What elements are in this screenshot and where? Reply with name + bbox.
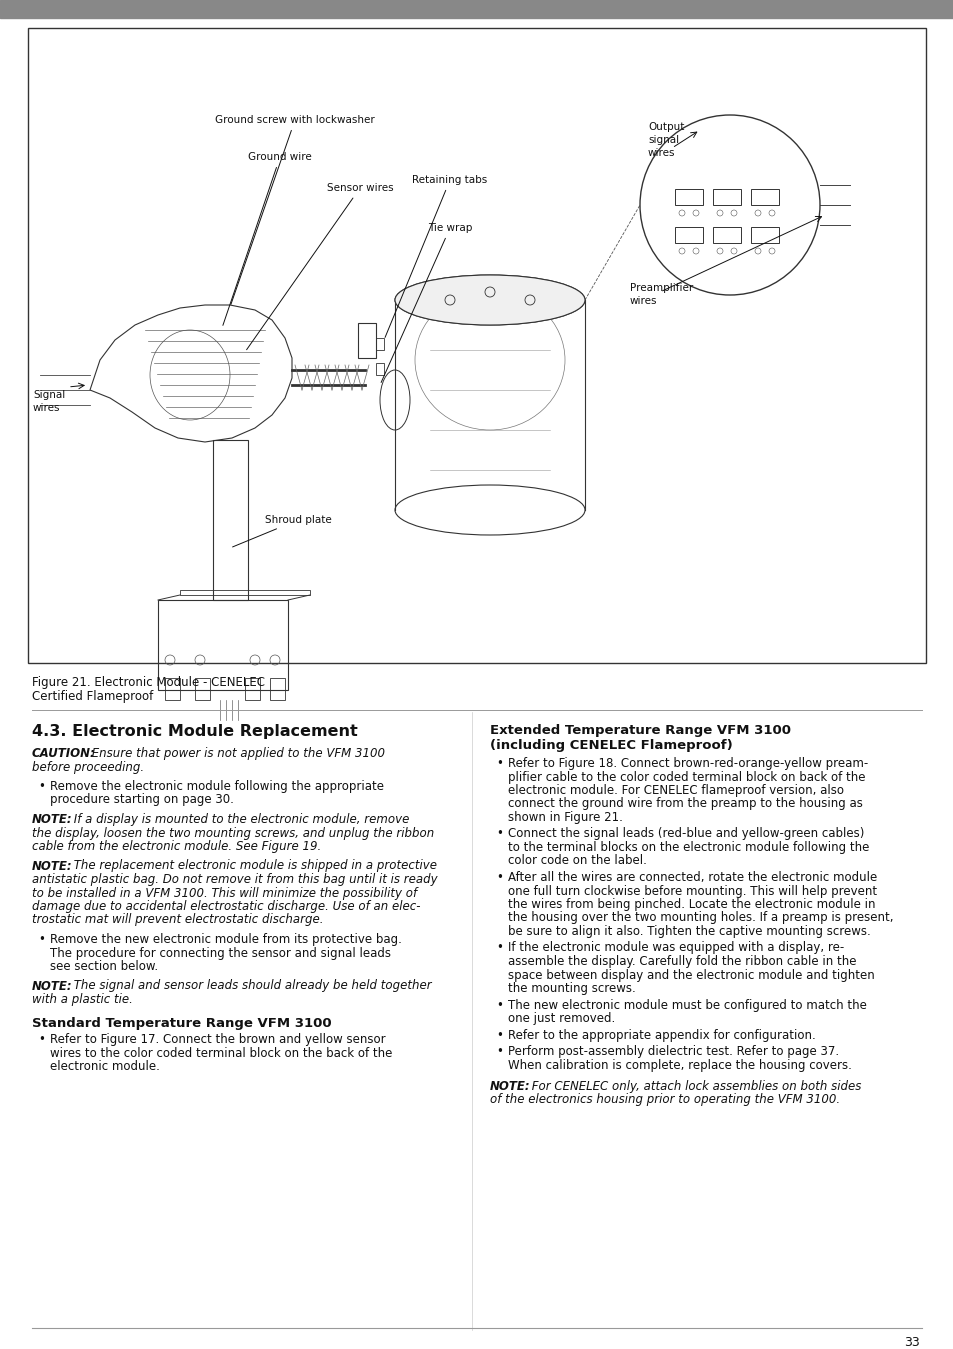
Circle shape (639, 115, 820, 295)
Text: Preamplifier
wires: Preamplifier wires (629, 283, 693, 306)
Text: one full turn clockwise before mounting. This will help prevent: one full turn clockwise before mounting.… (507, 885, 876, 897)
Text: the mounting screws.: the mounting screws. (507, 982, 635, 996)
Text: Refer to Figure 18. Connect brown-red-orange-yellow pream-: Refer to Figure 18. Connect brown-red-or… (507, 757, 867, 770)
Text: The procedure for connecting the sensor and signal leads: The procedure for connecting the sensor … (50, 947, 391, 959)
Bar (158, 600, 288, 689)
Text: plifier cable to the color coded terminal block on back of the: plifier cable to the color coded termina… (507, 770, 864, 784)
Bar (194, 679, 210, 700)
Bar (270, 679, 285, 700)
Text: When calibration is complete, replace the housing covers.: When calibration is complete, replace th… (507, 1059, 851, 1071)
Text: shown in Figure 21.: shown in Figure 21. (507, 811, 622, 824)
Bar (0, 0, 953, 18)
Text: Certified Flameproof: Certified Flameproof (32, 689, 153, 703)
Text: If a display is mounted to the electronic module, remove: If a display is mounted to the electroni… (70, 813, 409, 826)
Text: 4.3. Electronic Module Replacement: 4.3. Electronic Module Replacement (32, 724, 357, 739)
Text: Retaining tabs: Retaining tabs (385, 175, 487, 337)
Text: to the terminal blocks on the electronic module following the: to the terminal blocks on the electronic… (507, 840, 868, 854)
Text: For CENELEC only, attach lock assemblies on both sides: For CENELEC only, attach lock assemblies… (527, 1081, 861, 1093)
Text: •: • (496, 1045, 502, 1058)
Text: NOTE:: NOTE: (32, 813, 72, 826)
Text: •: • (38, 1033, 45, 1047)
Bar (357, 322, 375, 357)
Text: Remove the new electronic module from its protective bag.: Remove the new electronic module from it… (50, 934, 401, 946)
Text: •: • (496, 1028, 502, 1041)
Text: Standard Temperature Range VFM 3100: Standard Temperature Range VFM 3100 (32, 1017, 332, 1029)
Text: connect the ground wire from the preamp to the housing as: connect the ground wire from the preamp … (507, 797, 862, 811)
Bar (245, 679, 260, 700)
Bar (375, 339, 384, 349)
Text: Ground screw with lockwasher: Ground screw with lockwasher (214, 115, 375, 305)
Text: damage due to accidental electrostatic discharge. Use of an elec-: damage due to accidental electrostatic d… (32, 900, 420, 913)
Text: Remove the electronic module following the appropriate: Remove the electronic module following t… (50, 780, 384, 793)
Text: Figure 21. Electronic Module - CENELEC: Figure 21. Electronic Module - CENELEC (32, 676, 265, 689)
Text: •: • (496, 757, 502, 770)
Text: space between display and the electronic module and tighten: space between display and the electronic… (507, 969, 874, 982)
Bar (675, 227, 702, 243)
Text: one just removed.: one just removed. (507, 1012, 615, 1025)
Text: Shroud plate: Shroud plate (233, 515, 331, 546)
Text: •: • (496, 998, 502, 1012)
Text: electronic module. For CENELEC flameproof version, also: electronic module. For CENELEC flameproo… (507, 784, 843, 797)
Text: NOTE:: NOTE: (490, 1081, 530, 1093)
Text: of the electronics housing prior to operating the VFM 3100.: of the electronics housing prior to oper… (490, 1094, 840, 1106)
Text: be sure to align it also. Tighten the captive mounting screws.: be sure to align it also. Tighten the ca… (507, 925, 870, 938)
Text: The signal and sensor leads should already be held together: The signal and sensor leads should alrea… (70, 979, 431, 993)
Text: Connect the signal leads (red-blue and yellow-green cables): Connect the signal leads (red-blue and y… (507, 827, 863, 840)
Text: (including CENELEC Flameproof): (including CENELEC Flameproof) (490, 739, 732, 751)
Text: •: • (38, 934, 45, 946)
Text: the wires from being pinched. Locate the electronic module in: the wires from being pinched. Locate the… (507, 898, 875, 911)
Text: antistatic plastic bag. Do not remove it from this bag until it is ready: antistatic plastic bag. Do not remove it… (32, 873, 437, 886)
Text: with a plastic tie.: with a plastic tie. (32, 993, 132, 1006)
Text: •: • (496, 871, 502, 884)
Text: the housing over the two mounting holes. If a preamp is present,: the housing over the two mounting holes.… (507, 912, 893, 924)
Text: the display, loosen the two mounting screws, and unplug the ribbon: the display, loosen the two mounting scr… (32, 827, 434, 839)
Text: cable from the electronic module. See Figure 19.: cable from the electronic module. See Fi… (32, 840, 321, 853)
Text: NOTE:: NOTE: (32, 859, 72, 873)
Text: Refer to Figure 17. Connect the brown and yellow sensor: Refer to Figure 17. Connect the brown an… (50, 1033, 385, 1047)
Bar (213, 440, 248, 600)
Bar (712, 227, 740, 243)
Text: Signal
wires: Signal wires (33, 390, 65, 413)
Text: •: • (38, 780, 45, 793)
Text: The new electronic module must be configured to match the: The new electronic module must be config… (507, 998, 866, 1012)
Bar (712, 189, 740, 205)
Text: Refer to the appropriate appendix for configuration.: Refer to the appropriate appendix for co… (507, 1028, 815, 1041)
Text: 33: 33 (903, 1336, 919, 1349)
Text: CAUTION:: CAUTION: (32, 747, 95, 759)
Text: electronic module.: electronic module. (50, 1060, 160, 1074)
Text: NOTE:: NOTE: (32, 979, 72, 993)
Text: trostatic mat will prevent electrostatic discharge.: trostatic mat will prevent electrostatic… (32, 913, 323, 927)
Text: •: • (496, 827, 502, 840)
Text: Sensor wires: Sensor wires (246, 183, 393, 349)
Bar (180, 590, 310, 595)
Text: wires to the color coded terminal block on the back of the: wires to the color coded terminal block … (50, 1047, 392, 1060)
Text: Extended Temperature Range VFM 3100: Extended Temperature Range VFM 3100 (490, 724, 790, 737)
Text: •: • (496, 942, 502, 955)
Bar (28, 28, 925, 662)
Text: assemble the display. Carefully fold the ribbon cable in the: assemble the display. Carefully fold the… (507, 955, 856, 969)
Text: color code on the label.: color code on the label. (507, 854, 646, 867)
Text: If the electronic module was equipped with a display, re-: If the electronic module was equipped wi… (507, 942, 843, 955)
Bar (675, 189, 702, 205)
Ellipse shape (395, 275, 584, 325)
Bar (375, 363, 384, 375)
Bar (750, 189, 779, 205)
Text: to be installed in a VFM 3100. This will minimize the possibility of: to be installed in a VFM 3100. This will… (32, 886, 416, 900)
Bar (165, 679, 180, 700)
Text: Output
signal
wires: Output signal wires (647, 121, 683, 158)
Text: Ground wire: Ground wire (223, 152, 312, 325)
Text: After all the wires are connected, rotate the electronic module: After all the wires are connected, rotat… (507, 871, 877, 884)
Bar (750, 227, 779, 243)
Text: Ensure that power is not applied to the VFM 3100: Ensure that power is not applied to the … (88, 747, 385, 759)
Text: procedure starting on page 30.: procedure starting on page 30. (50, 793, 233, 807)
Text: The replacement electronic module is shipped in a protective: The replacement electronic module is shi… (70, 859, 436, 873)
Text: Tie wrap: Tie wrap (381, 223, 472, 383)
Text: before proceeding.: before proceeding. (32, 761, 144, 773)
Text: see section below.: see section below. (50, 960, 158, 973)
Text: Perform post-assembly dielectric test. Refer to page 37.: Perform post-assembly dielectric test. R… (507, 1045, 839, 1058)
